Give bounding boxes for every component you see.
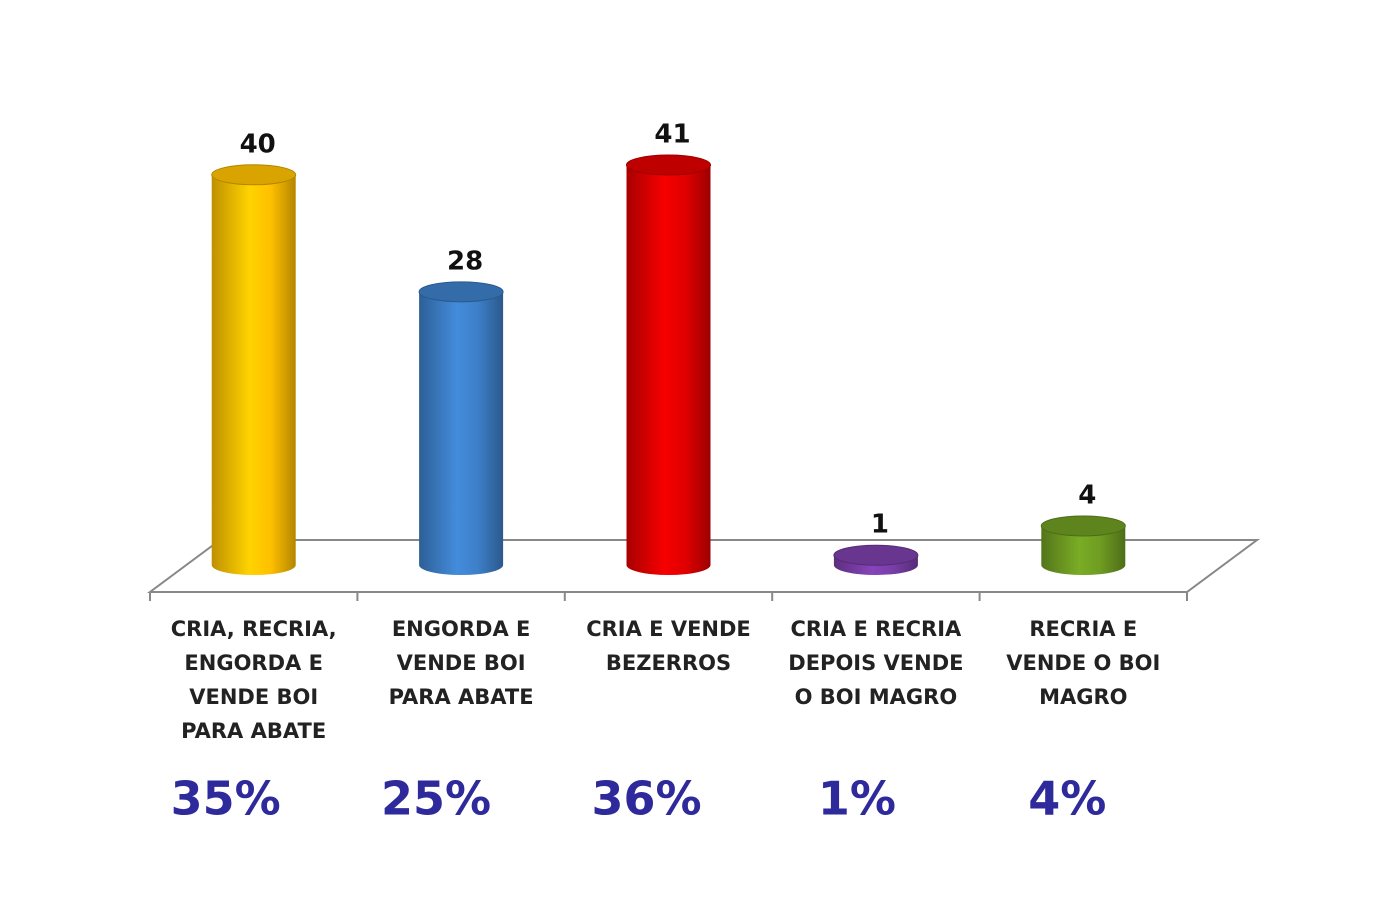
cylinder [626,165,711,575]
share-label: 35% [171,772,281,826]
cylinder [1041,525,1126,575]
category-label: CRIA E VENDE BEZERROS [586,617,751,675]
data-label: 28 [447,246,483,276]
cylinder-top [418,281,504,303]
data-label: 4 [1078,480,1096,510]
cylinder-top [833,544,919,566]
cylinder-top [1040,515,1126,537]
category-label: CRIA, RECRIA, ENGORDA E VENDE BOI PARA A… [170,617,337,743]
category-label: ENGORDA E VENDE BOI PARA ABATE [388,617,534,709]
share-label: 4% [1028,772,1106,826]
cylinder-top [626,154,711,176]
share-label: 1% [818,772,896,826]
cylinder [211,174,296,575]
category-label: CRIA E RECRIA DEPOIS VENDE O BOI MAGRO [788,617,964,709]
share-label: 36% [591,772,701,826]
share-label: 25% [381,772,491,826]
data-label: 40 [240,129,276,159]
category-label: RECRIA E VENDE O BOI MAGRO [1006,617,1161,709]
data-label: 41 [654,120,690,150]
cylinder-top [211,164,297,186]
cylinder [419,291,504,575]
data-label: 1 [871,510,889,540]
